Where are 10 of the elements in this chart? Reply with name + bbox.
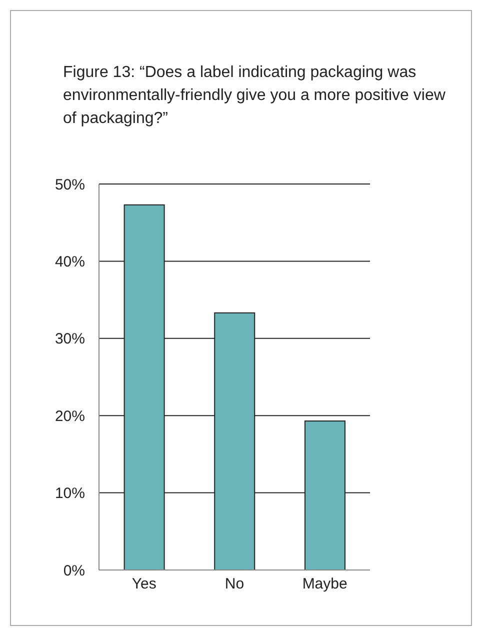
x-tick-label: Yes	[132, 576, 156, 593]
y-tick-label: 10%	[54, 485, 85, 502]
chart-title: Figure 13: “Does a label indicating packaging was environmentally-friendly give you a more positive view of packaging?”	[63, 63, 446, 129]
y-tick-label: 20%	[54, 408, 85, 425]
x-tick-label: No	[224, 576, 244, 593]
y-tick-label: 30%	[54, 330, 85, 348]
y-tick-label: 0%	[63, 562, 85, 580]
y-tick-label: 50%	[54, 176, 85, 194]
y-tick-label: 40%	[54, 254, 85, 271]
x-tick-label: Maybe	[302, 576, 348, 593]
